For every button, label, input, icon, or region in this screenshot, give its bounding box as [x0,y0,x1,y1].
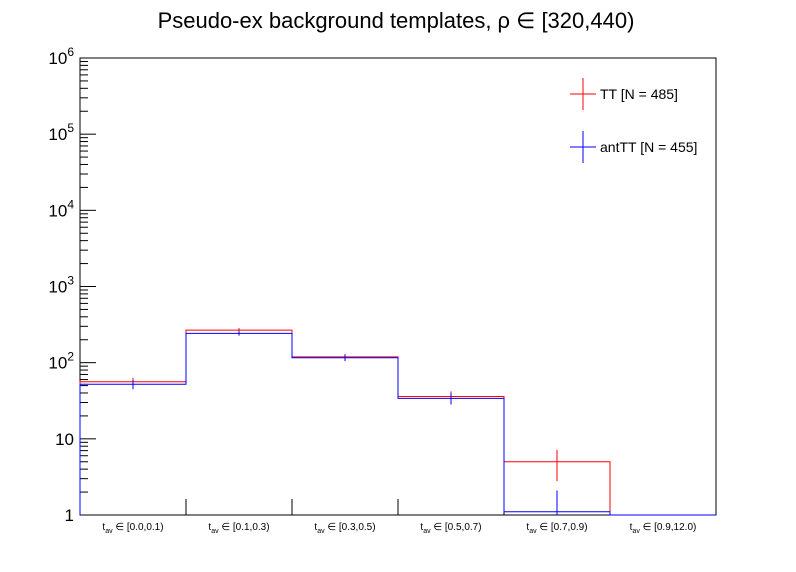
x-tick-label: tav ∈ [0.7,0.9) [526,522,587,535]
y-tick-label: 102 [48,350,74,373]
x-tick-label: tav ∈ [0.1,0.3) [208,522,269,535]
legend: TT [N = 485] antTT [N = 455] [570,78,697,163]
legend-entry: TT [N = 485] [570,78,678,110]
x-tick-label: tav ∈ [0.0,0.1) [102,522,163,535]
legend-label: antTT [N = 455] [600,139,697,155]
series-2 [79,331,716,516]
y-tick-label: 10 [55,430,74,449]
legend-entry: antTT [N = 455] [570,131,697,163]
x-axis: tav ∈ [0.0,0.1) tav ∈ [0.1,0.3) tav ∈ [0.3… [102,499,696,535]
x-tick-label: tav ∈ [0.3,0.5) [314,522,375,535]
y-tick-label: 103 [48,274,74,297]
y-tick-label: 106 [48,45,74,68]
legend-label: TT [N = 485] [600,86,678,102]
series-1 [79,328,716,516]
y-tick-label: 1 [65,506,74,525]
series-line [79,332,716,516]
x-tick-label: tav ∈ [0.9,12.0) [630,522,697,535]
y-tick-label: 105 [48,121,74,144]
y-tick-label: 104 [48,197,74,220]
y-axis: 1 10 102 103 104 105 106 [48,45,96,525]
x-tick-label: tav ∈ [0.5,0.7) [420,522,481,535]
series-layer [79,328,716,516]
chart-title: Pseudo-ex background templates, ρ ∈ [320… [158,8,635,33]
plot-frame [79,57,717,516]
